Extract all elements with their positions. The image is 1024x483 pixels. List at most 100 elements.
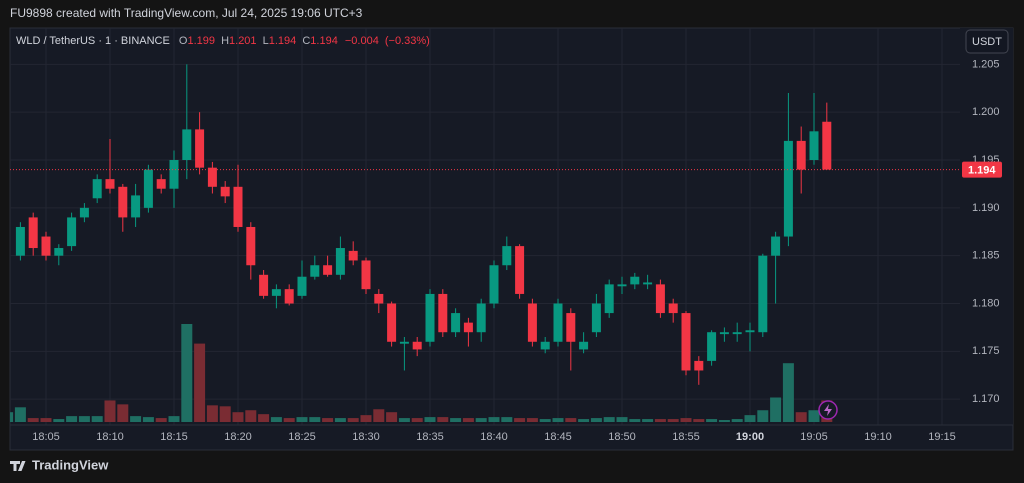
volume-bar bbox=[782, 363, 794, 422]
volume-bar bbox=[680, 418, 692, 422]
brand: TradingView bbox=[32, 457, 109, 472]
candle-body bbox=[92, 179, 102, 199]
volume-bar bbox=[565, 418, 577, 422]
volume-bar bbox=[795, 412, 807, 422]
ohlc-value: 1.194 bbox=[310, 35, 338, 47]
candle-body bbox=[681, 313, 691, 371]
volume-bar bbox=[334, 418, 346, 422]
change-percent: (−0.33%) bbox=[385, 35, 430, 47]
volume-bar bbox=[770, 397, 782, 422]
x-tick-label: 18:20 bbox=[224, 431, 252, 443]
volume-bar bbox=[296, 417, 308, 422]
volume-bar bbox=[27, 418, 39, 422]
candle-body bbox=[233, 186, 243, 227]
candle-body bbox=[310, 265, 320, 277]
candle-body bbox=[451, 313, 461, 333]
candle-body bbox=[335, 248, 345, 275]
chart-panel bbox=[9, 27, 1014, 451]
volume-bar bbox=[731, 419, 743, 422]
candle-body bbox=[655, 284, 665, 314]
volume-bar bbox=[10, 412, 14, 422]
candle-body bbox=[271, 289, 281, 296]
candle-body bbox=[195, 129, 205, 168]
candle-body bbox=[617, 284, 627, 287]
volume-bar bbox=[667, 419, 679, 422]
candle-body bbox=[527, 303, 537, 342]
volume-bar bbox=[488, 417, 500, 422]
candle-body bbox=[15, 226, 25, 256]
volume-bar bbox=[514, 418, 526, 422]
ohlc-value: 1.199 bbox=[187, 35, 215, 47]
candle-body bbox=[361, 260, 371, 290]
volume-bar bbox=[130, 416, 142, 422]
candle-body bbox=[118, 186, 128, 218]
candle-layer bbox=[10, 64, 960, 385]
candle-body bbox=[246, 226, 256, 266]
candle-body bbox=[41, 236, 51, 256]
ohlc-value: 1.194 bbox=[269, 35, 297, 47]
volume-bar bbox=[232, 412, 244, 422]
x-tick-label: 18:25 bbox=[288, 431, 316, 443]
candle-body bbox=[207, 167, 217, 187]
x-tick-label: 18:50 bbox=[608, 431, 636, 443]
volume-bar bbox=[654, 419, 666, 422]
axes: 1.1701.1751.1801.1851.1901.1951.2001.205… bbox=[32, 58, 1002, 443]
candle-body bbox=[348, 250, 358, 261]
candle-body bbox=[643, 282, 653, 285]
volume-bar bbox=[718, 420, 730, 422]
ohlc-label: H bbox=[221, 35, 229, 47]
last-price-label: 1.194 bbox=[968, 164, 996, 176]
y-tick-label: 1.185 bbox=[972, 250, 1000, 262]
symbol: WLD / TetherUS · 1 · BINANCE bbox=[16, 35, 170, 47]
y-tick-label: 1.170 bbox=[972, 393, 1000, 405]
candle-body bbox=[783, 140, 793, 237]
candle-body bbox=[489, 265, 499, 304]
candle-body bbox=[502, 246, 512, 266]
volume-bar bbox=[168, 416, 180, 422]
candle-body bbox=[758, 255, 768, 333]
ohlc-value: 1.201 bbox=[229, 35, 257, 47]
candle-body bbox=[425, 293, 435, 342]
volume-bar bbox=[475, 418, 487, 422]
volume-bar bbox=[462, 418, 474, 422]
volume-bar bbox=[450, 418, 462, 422]
y-tick-label: 1.175 bbox=[972, 345, 1000, 357]
x-tick-label: 19:15 bbox=[928, 431, 956, 443]
x-tick-label: 18:55 bbox=[672, 431, 700, 443]
candle-body bbox=[387, 303, 397, 342]
volume-bar bbox=[206, 405, 218, 422]
y-tick-label: 1.190 bbox=[972, 202, 1000, 214]
y-tick-label: 1.205 bbox=[972, 58, 1000, 70]
x-tick-label: 18:40 bbox=[480, 431, 508, 443]
volume-bar bbox=[808, 410, 820, 422]
volume-bar bbox=[245, 410, 257, 422]
x-tick-label: 18:45 bbox=[544, 431, 572, 443]
volume-bar bbox=[53, 419, 65, 422]
volume-bar bbox=[117, 404, 129, 422]
candle-body bbox=[745, 330, 755, 333]
volume-bar bbox=[757, 410, 769, 422]
volume-bar bbox=[40, 418, 52, 422]
candle-body bbox=[463, 322, 473, 333]
volume-bar bbox=[309, 417, 321, 422]
volume-bar bbox=[91, 416, 103, 422]
candle-body bbox=[694, 360, 704, 371]
candle-body bbox=[566, 313, 576, 342]
candle-body bbox=[28, 217, 38, 249]
candle-body bbox=[604, 284, 614, 314]
x-tick-label: 19:10 bbox=[864, 431, 892, 443]
candle-body bbox=[374, 293, 384, 304]
currency-button[interactable] bbox=[965, 29, 1009, 54]
candle-body bbox=[809, 131, 819, 161]
x-tick-label: 18:15 bbox=[160, 431, 188, 443]
candle-body bbox=[143, 169, 153, 208]
volume-bar bbox=[424, 417, 436, 422]
currency-label[interactable]: USDT bbox=[972, 36, 1002, 48]
candle-body bbox=[579, 341, 589, 350]
volume-bar bbox=[194, 343, 206, 422]
volume-bar bbox=[373, 409, 385, 422]
candle-body bbox=[796, 140, 806, 170]
candle-body bbox=[412, 341, 422, 350]
